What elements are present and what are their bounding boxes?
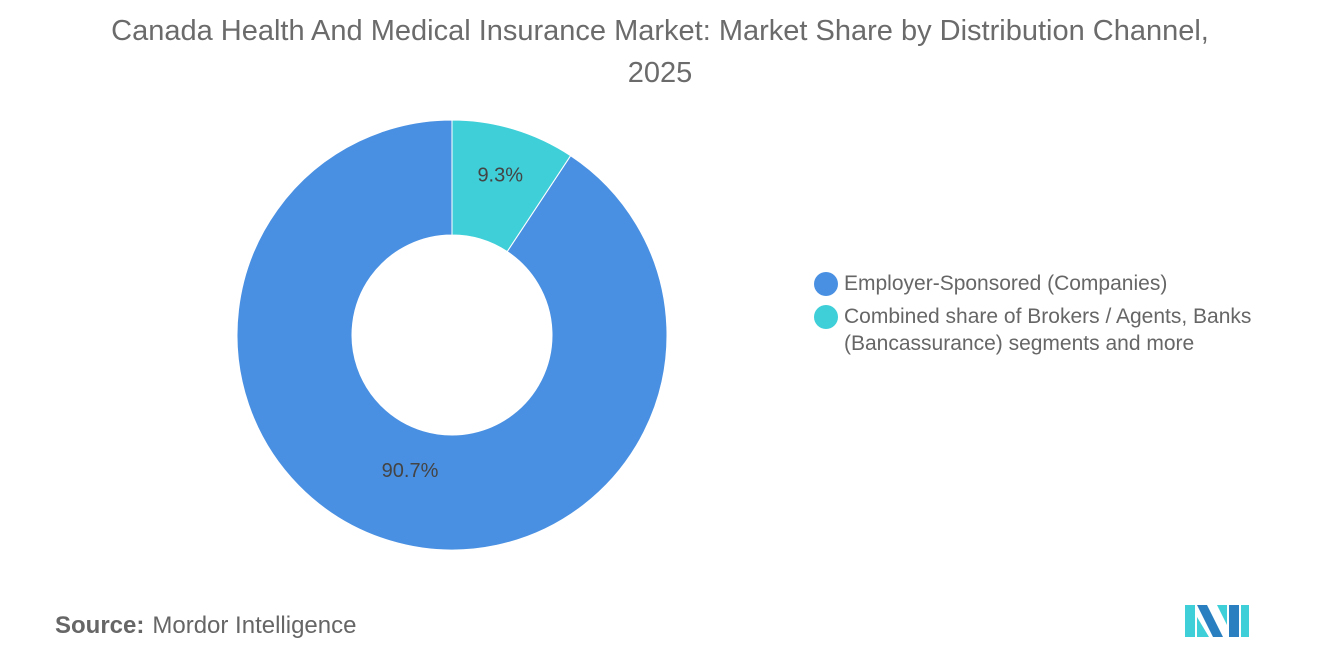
donut-slice[interactable] [236,119,668,551]
legend-swatch [814,272,838,296]
legend-label: Employer-Sponsored (Companies) [844,272,1168,295]
legend-item-others[interactable]: Combined share of Brokers / Agents, Bank… [814,303,1294,357]
donut-slice[interactable] [451,119,572,253]
legend-item-employer[interactable]: Employer-Sponsored (Companies) [814,270,1294,297]
source-label: Source: [55,612,145,639]
data-label: 90.7% [382,460,439,482]
legend-swatch [814,305,838,329]
legend-label: Combined share of Brokers / Agents, Bank… [844,305,1252,355]
mordor-logo-icon [1185,605,1249,637]
data-label: 9.3% [477,165,523,187]
source: Source: Mordor Intelligence [55,612,356,640]
source-value: Mordor Intelligence [152,612,357,639]
legend: Employer-Sponsored (Companies) Combined … [814,270,1294,363]
chart-title: Canada Health And Medical Insurance Mark… [111,15,1209,89]
